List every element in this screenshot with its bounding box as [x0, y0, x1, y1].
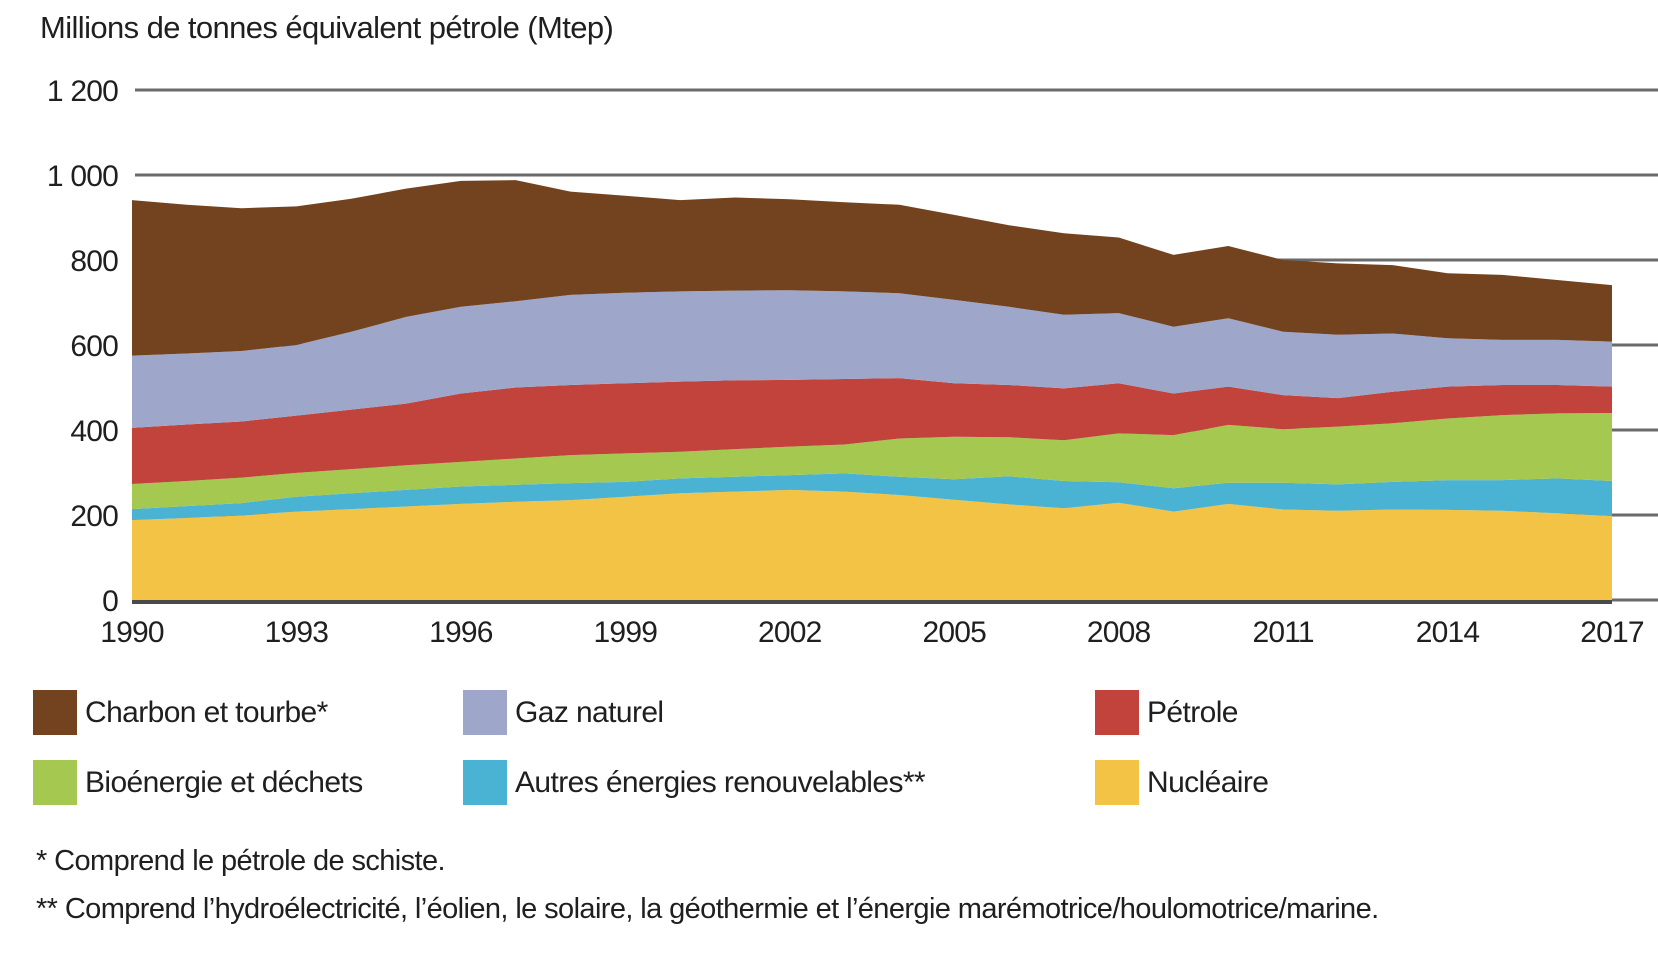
y-tick-label-800: 800: [70, 245, 118, 278]
area-gaz-naturel: [132, 290, 1612, 428]
y-tick-label-600: 600: [70, 330, 118, 363]
legend-item-gaz-naturel: Gaz naturel: [463, 690, 1095, 735]
footnote-other-renewables: ** Comprend l’hydroélectricité, l’éolien…: [36, 893, 1379, 925]
legend-label-nucleaire: Nucléaire: [1147, 765, 1269, 799]
legend-item-petrole: Pétrole: [1095, 690, 1633, 735]
legend-label-charbon: Charbon et tourbe*: [85, 695, 328, 729]
legend-label-autres-renouvelables: Autres énergies renouvelables**: [515, 765, 926, 799]
legend-swatch-1: [33, 690, 77, 735]
y-tick-label-200: 200: [70, 500, 118, 533]
y-tick-label-0: 0: [102, 585, 118, 618]
chart-title: Millions de tonnes équivalent pétrole (M…: [40, 10, 614, 45]
area-charbon-et-tourbe: [132, 180, 1612, 356]
x-tick-label-2008: 2008: [1087, 616, 1151, 649]
x-tick-label-2005: 2005: [922, 616, 986, 649]
footnote-shale-oil: * Comprend le pétrole de schiste.: [36, 845, 446, 877]
x-tick-label-2014: 2014: [1416, 616, 1480, 649]
legend-item-charbon: Charbon et tourbe*: [33, 690, 463, 735]
y-tick-label-1000: 1 000: [47, 160, 118, 193]
legend-swatch-6: [1095, 760, 1139, 805]
area-autres-energies-renouvelables: [132, 473, 1612, 521]
stacked-area-chart: 0 200 400 600 800 1 000 1 200 1990 1993 1996 1999 2…: [47, 75, 1658, 649]
area-bioenergie-et-dechets: [132, 413, 1612, 510]
x-tick-label-2017: 2017: [1580, 616, 1644, 649]
legend-item-autres-renouvelables: Autres énergies renouvelables**: [463, 760, 1095, 805]
area-petrole: [132, 378, 1612, 484]
y-tick-label-400: 400: [70, 415, 118, 448]
legend: Charbon et tourbe* Gaz naturel Pétrole B…: [33, 690, 1633, 805]
x-tick-label-1990: 1990: [100, 616, 164, 649]
legend-swatch-2: [463, 690, 507, 735]
legend-label-bioenergie: Bioénergie et déchets: [85, 765, 363, 799]
legend-swatch-5: [463, 760, 507, 805]
x-tick-label-1999: 1999: [594, 616, 658, 649]
x-tick-label-2011: 2011: [1252, 616, 1313, 649]
area-nucleaire: [132, 489, 1612, 600]
legend-swatch-3: [1095, 690, 1139, 735]
legend-swatch-4: [33, 760, 77, 805]
legend-item-bioenergie: Bioénergie et déchets: [33, 760, 463, 805]
legend-label-gaz-naturel: Gaz naturel: [515, 695, 664, 729]
x-tick-label-2002: 2002: [758, 616, 822, 649]
x-tick-label-1996: 1996: [429, 616, 493, 649]
legend-label-petrole: Pétrole: [1147, 695, 1238, 729]
y-tick-label-1200: 1 200: [47, 75, 118, 108]
x-tick-label-1993: 1993: [265, 616, 329, 649]
legend-item-nucleaire: Nucléaire: [1095, 760, 1633, 805]
